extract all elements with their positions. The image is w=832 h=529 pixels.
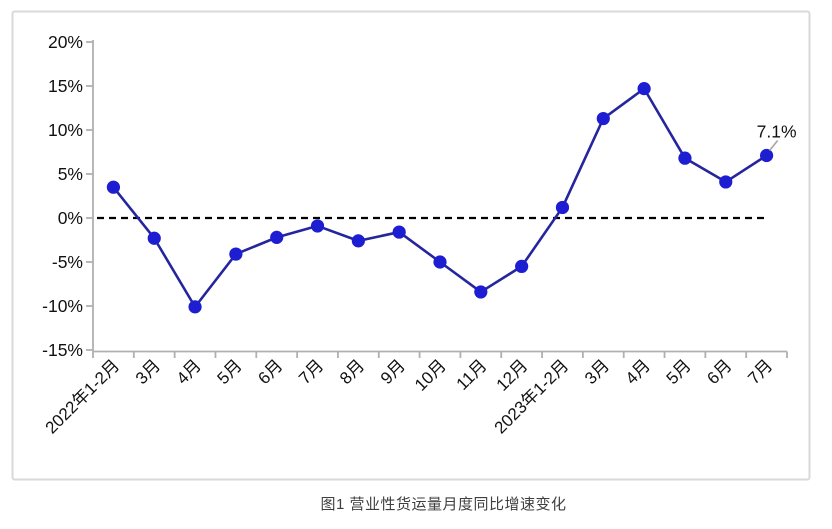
x-tick-label: 3月 xyxy=(132,356,164,388)
x-tick-label: 6月 xyxy=(254,356,286,388)
x-tick-label: 4月 xyxy=(173,356,205,388)
y-tick-label: 5% xyxy=(58,164,83,184)
data-point xyxy=(596,111,610,126)
y-tick-label: -5% xyxy=(52,252,83,272)
data-point xyxy=(351,234,365,248)
x-tick-label: 11月 xyxy=(453,356,491,394)
data-point xyxy=(392,225,406,239)
data-point xyxy=(555,200,570,215)
y-tick-label: 10% xyxy=(48,120,83,140)
data-point xyxy=(188,300,202,314)
x-tick-label: 8月 xyxy=(336,356,368,388)
data-point xyxy=(719,175,733,189)
x-tick-label: 10月 xyxy=(411,356,450,395)
data-point xyxy=(147,231,161,245)
annotation-leader-line xyxy=(768,140,779,152)
data-point xyxy=(433,255,447,269)
y-tick-label: 20% xyxy=(48,32,83,52)
x-tick-label: 5月 xyxy=(214,356,246,388)
y-tick-label: -10% xyxy=(42,296,83,316)
data-point xyxy=(474,285,488,299)
data-point xyxy=(310,219,325,233)
x-tick-label: 7月 xyxy=(744,356,776,388)
data-series-line xyxy=(112,87,768,309)
chart-caption: 图1 营业性货运量月度同比增速变化 xyxy=(320,496,567,513)
y-tick-label: 15% xyxy=(48,76,83,96)
data-point xyxy=(637,82,651,96)
data-point xyxy=(106,180,121,194)
x-tick-label: 2023年1-2月 xyxy=(491,356,573,438)
data-label-last-point: 7.1% xyxy=(757,122,797,142)
data-point xyxy=(515,259,529,273)
x-tick-label: 4月 xyxy=(622,356,654,388)
chart-frame-border xyxy=(11,10,811,481)
data-point xyxy=(678,151,692,165)
data-point xyxy=(759,148,774,163)
data-point xyxy=(270,230,284,244)
x-tick-label: 3月 xyxy=(581,356,613,388)
x-tick-label: 6月 xyxy=(703,356,735,388)
x-tick-label: 2022年1-2月 xyxy=(42,356,124,438)
x-tick-label: 5月 xyxy=(663,356,695,388)
x-tick-label: 7月 xyxy=(295,356,327,388)
x-tick-label: 9月 xyxy=(377,356,409,388)
data-point xyxy=(229,247,243,261)
y-tick-label: 0% xyxy=(58,208,83,228)
y-tick-label: -15% xyxy=(42,340,83,360)
